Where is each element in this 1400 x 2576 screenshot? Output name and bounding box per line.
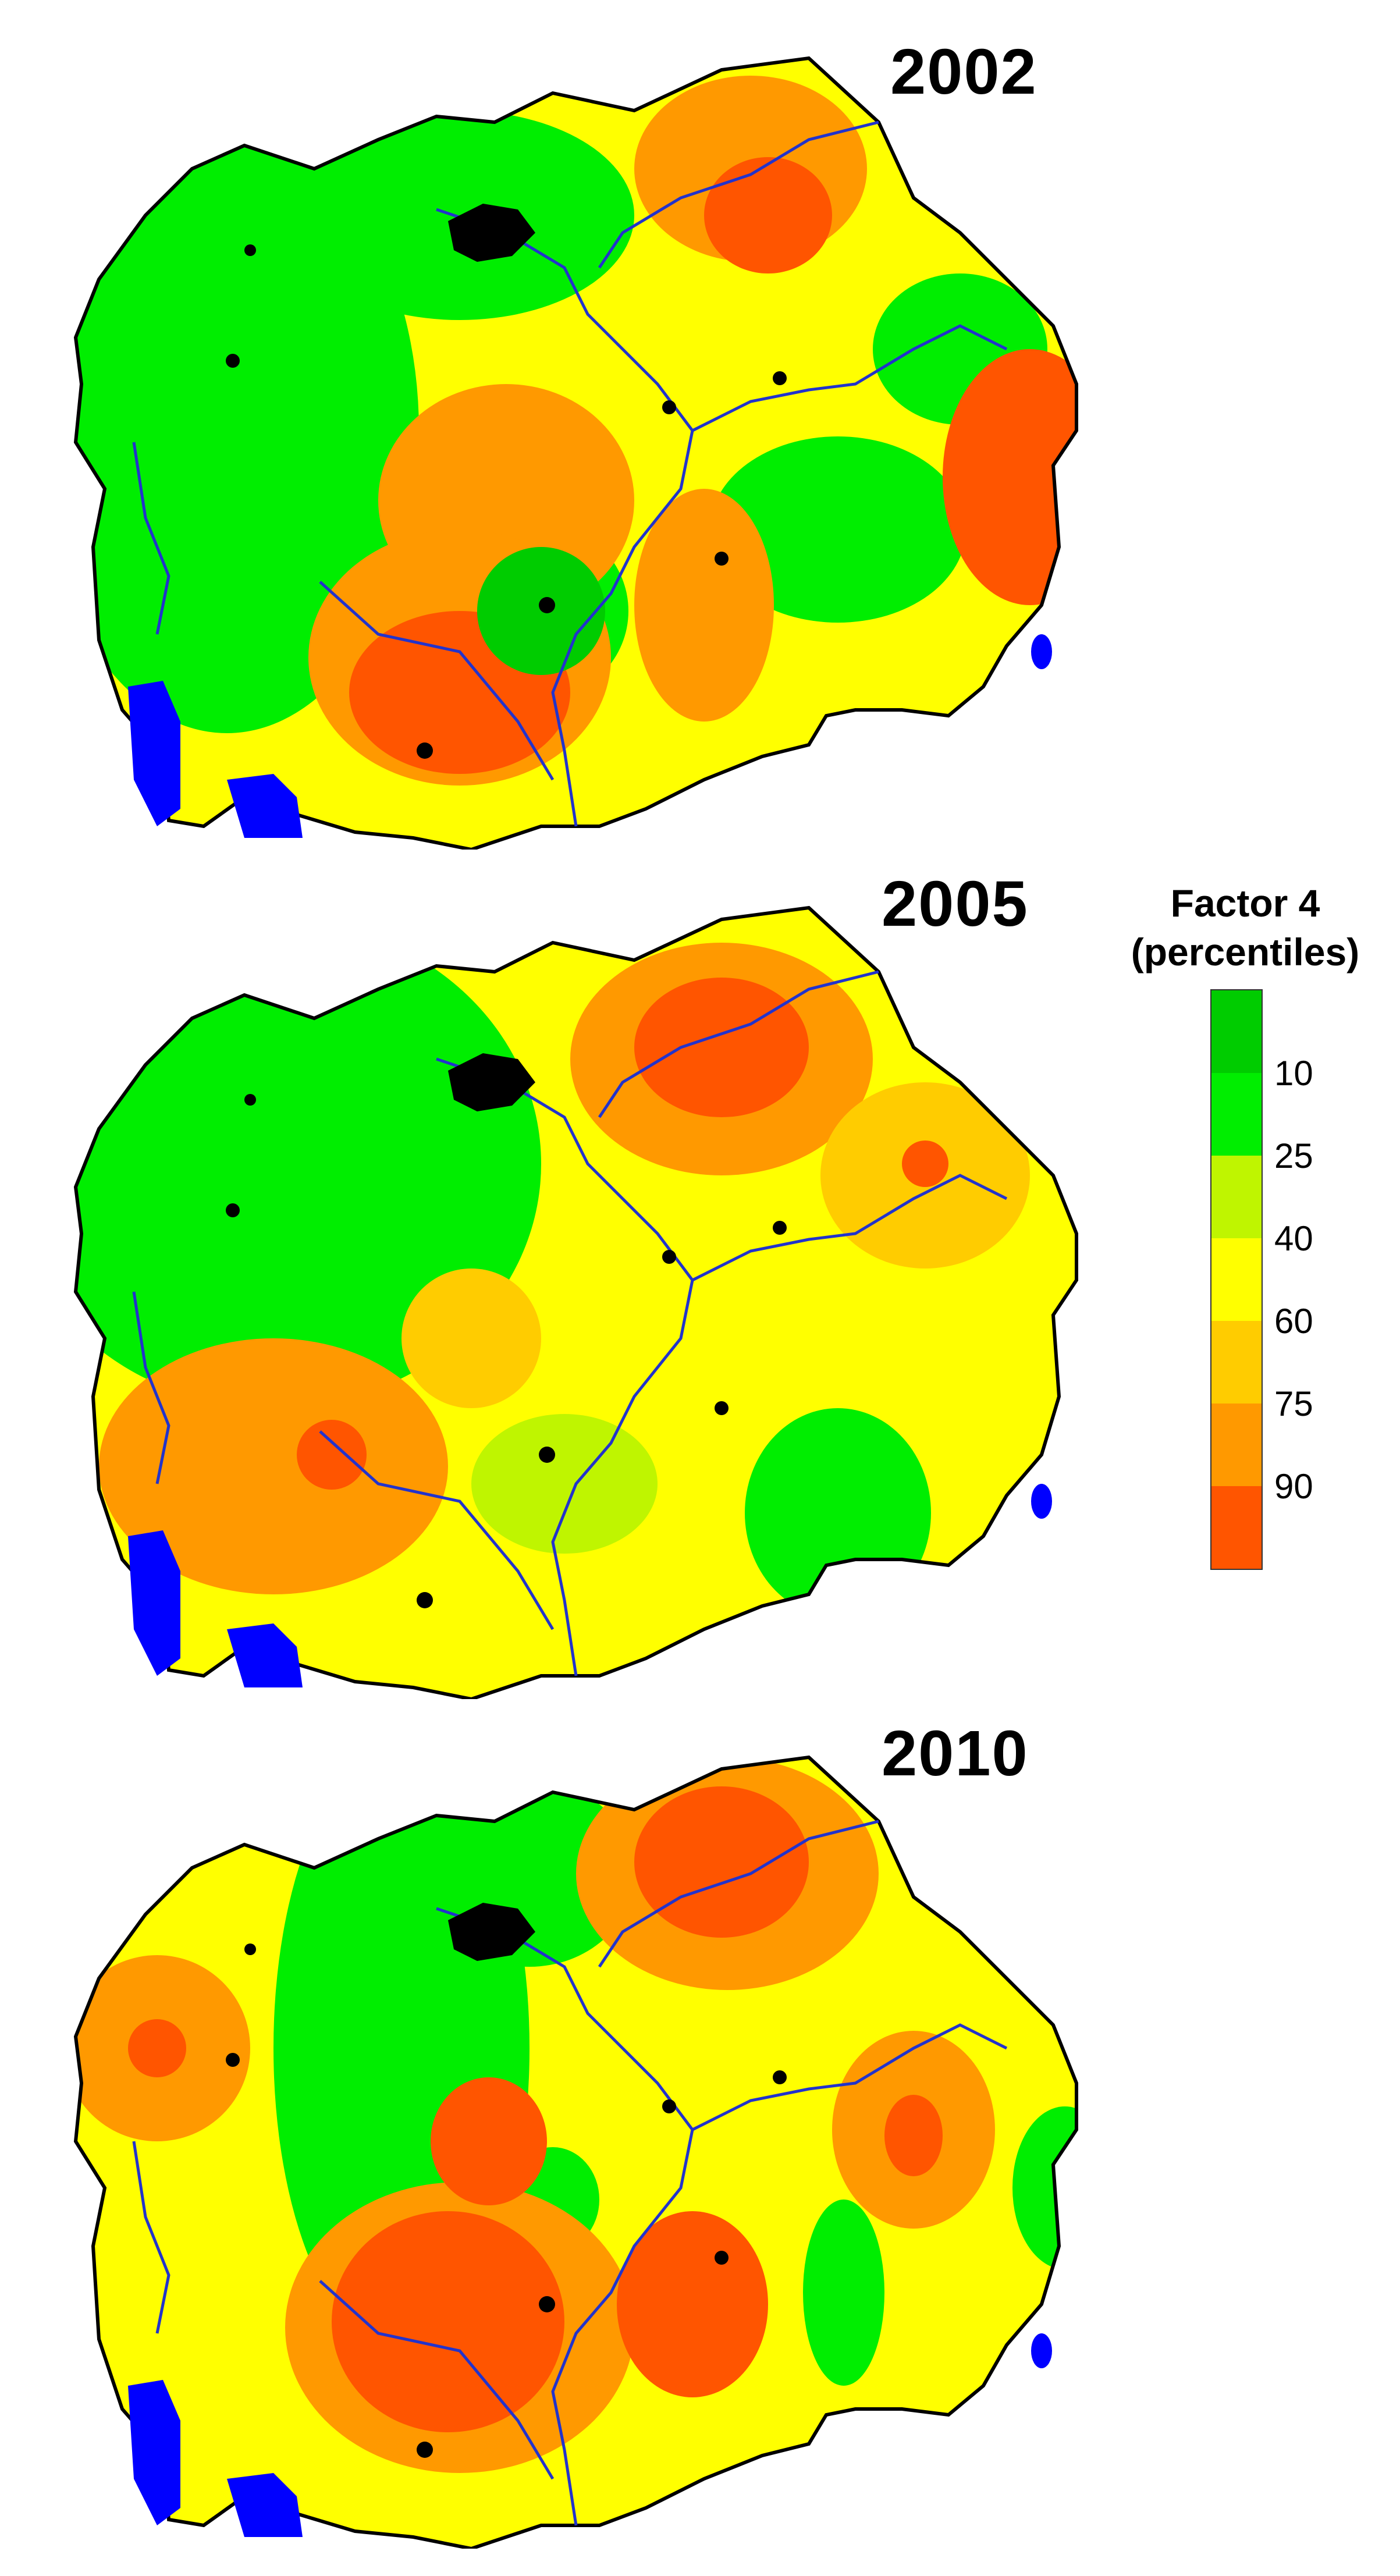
legend-color-bar (1210, 989, 1263, 1570)
country-border (73, 905, 1078, 1699)
map-panel-2005: 2005 (0, 850, 1106, 1699)
zone-red-north (634, 1786, 809, 1938)
zone-red-west (128, 2019, 186, 2077)
map-panel-2002: 2002 (0, 0, 1106, 850)
zone-lime-center (471, 1414, 658, 1554)
map-panel-2010: 2010 (0, 1699, 1106, 2549)
zone-green-southeast (745, 1408, 931, 1618)
zone-red-north (704, 157, 832, 273)
zone-red-north (634, 978, 809, 1117)
legend-title: Factor 4 (percentiles) (1094, 879, 1397, 976)
rivers (132, 120, 1008, 827)
zone-red-east (902, 1140, 948, 1187)
zone-red-east (884, 2095, 943, 2176)
zone-red-sw (297, 1420, 367, 1490)
legend-tick-10: 10 (1274, 1054, 1313, 1093)
year-label-2010: 2010 (882, 1718, 1029, 1789)
legend-tick-75: 75 (1274, 1384, 1313, 1423)
legend-class-2 (1211, 1073, 1262, 1156)
rivers (132, 970, 1008, 1676)
lakes (128, 2333, 1052, 2537)
legend-tick-90: 90 (1274, 1467, 1313, 1506)
legend-class-4 (1211, 1238, 1262, 1321)
legend-tick-60: 60 (1274, 1302, 1313, 1341)
urban-capital (448, 204, 535, 262)
lakes (128, 634, 1052, 838)
zone-amber-center (401, 1269, 541, 1408)
urban-areas (226, 204, 787, 759)
legend-class-3 (1211, 1156, 1262, 1238)
zone-green-core (477, 547, 605, 675)
zone-red-mid (617, 2211, 768, 2397)
zone-green-southeast (803, 2200, 884, 2386)
zone-red-center (431, 2077, 547, 2205)
legend-tick-25: 25 (1274, 1136, 1313, 1175)
legend-tick-40: 40 (1274, 1219, 1313, 1258)
map-2002 (73, 56, 1078, 850)
country-border (73, 1755, 1078, 2549)
legend-title-line2: (percentiles) (1131, 930, 1360, 973)
legend-title-line1: Factor 4 (1170, 882, 1320, 925)
zone-green-east (710, 436, 966, 623)
map-2005 (73, 905, 1078, 1699)
lake-west (128, 681, 180, 826)
rivers (132, 1820, 1008, 2526)
country-border (73, 56, 1078, 850)
zone-orange-southwest (99, 1338, 448, 1594)
lake-south (227, 774, 303, 838)
legend-class-5 (1211, 1321, 1262, 1404)
zone-orange-mid (634, 489, 774, 722)
urban-areas (226, 1053, 787, 1608)
legend-class-7 (1211, 1486, 1262, 1569)
lake-east (1031, 634, 1052, 669)
urban-areas (226, 1903, 787, 2458)
legend-class-1 (1211, 990, 1262, 1073)
year-label-2005: 2005 (882, 868, 1029, 940)
legend-class-6 (1211, 1404, 1262, 1486)
lakes (128, 1484, 1052, 1687)
year-label-2002: 2002 (890, 36, 1037, 108)
zone-red-south (332, 2211, 564, 2432)
map-2010 (73, 1755, 1078, 2549)
